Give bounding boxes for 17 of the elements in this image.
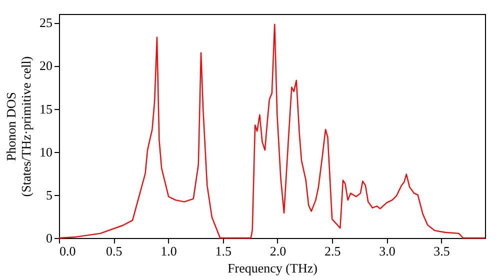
line-series bbox=[58, 24, 486, 239]
x-tick-label: 2.0 bbox=[270, 244, 286, 258]
x-tick-label: 2.5 bbox=[324, 244, 341, 258]
y-tick-label: 25 bbox=[40, 15, 52, 30]
x-axis-title: Frequency (THz) bbox=[228, 260, 318, 276]
x-tick-label: 0.5 bbox=[106, 244, 122, 258]
x-tick-label: 1.5 bbox=[215, 244, 232, 258]
y-tick-label: 15 bbox=[40, 101, 52, 116]
y-tick-label: 0 bbox=[46, 230, 52, 246]
y-tick-label: 5 bbox=[46, 187, 52, 202]
y-tick-label: 10 bbox=[40, 144, 52, 160]
y-tick-label: 20 bbox=[40, 58, 52, 74]
x-tick-label: 1.0 bbox=[160, 244, 177, 258]
y-axis-title: Phonon DOS (States/THz·primitive cell) bbox=[4, 56, 34, 197]
x-tick-label: 3.5 bbox=[434, 244, 450, 258]
x-tick-label: 0.0 bbox=[60, 244, 76, 258]
x-tick-label: 3.0 bbox=[379, 244, 396, 258]
